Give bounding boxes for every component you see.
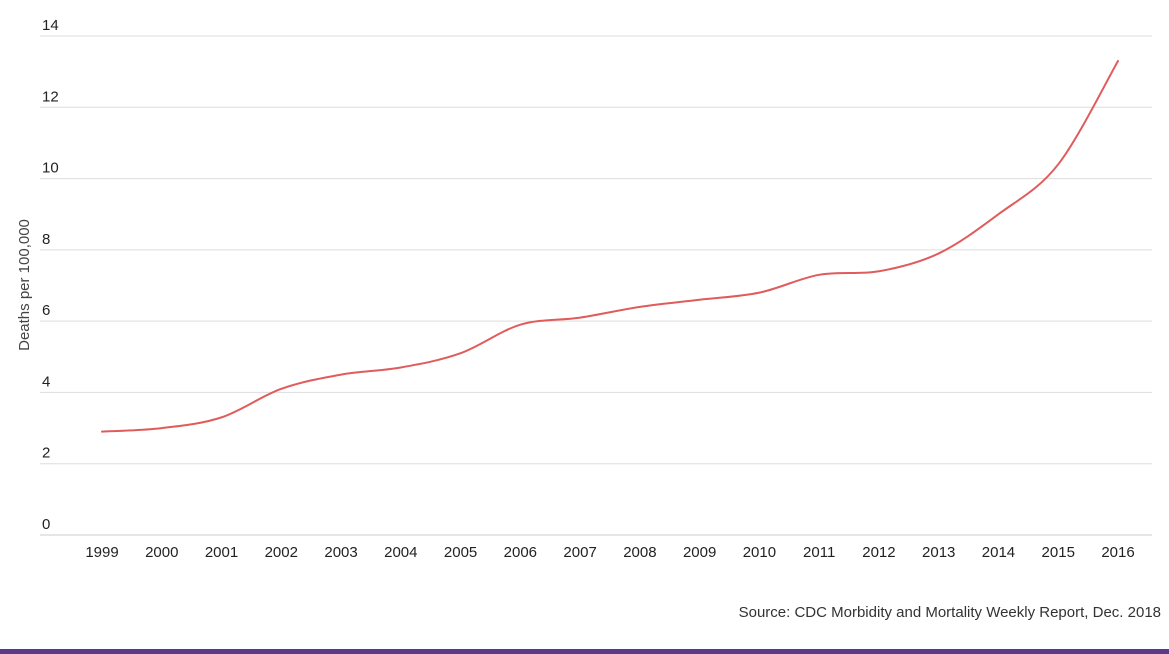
data-point [339, 373, 343, 377]
x-tick-label: 2003 [324, 544, 357, 561]
x-tick-label: 2004 [384, 544, 417, 561]
x-tick-label: 2001 [205, 544, 238, 561]
x-tick-label: 2015 [1042, 544, 1075, 561]
x-tick-label: 2014 [982, 544, 1015, 561]
series-lines [100, 59, 1120, 434]
data-point [817, 273, 821, 277]
x-tick-label: 2007 [563, 544, 596, 561]
data-point [1116, 59, 1120, 63]
y-tick-labels: 0 2 4 6 8 10 12 14 [42, 17, 59, 533]
x-tick-labels: 1999 2000 2001 2002 2003 2004 2005 2006 2007 2008… [85, 544, 1134, 561]
x-tick-label: 2016 [1101, 544, 1134, 561]
x-tick-label: 2009 [683, 544, 716, 561]
x-tick-label: 2012 [862, 544, 895, 561]
data-point [160, 426, 164, 430]
data-point [518, 323, 522, 327]
x-tick-label: 2013 [922, 544, 955, 561]
x-tick-label: 2005 [444, 544, 477, 561]
gridlines [40, 35, 1152, 536]
data-point [877, 269, 881, 273]
x-tick-label: 2008 [623, 544, 656, 561]
data-point [578, 316, 582, 320]
data-point [100, 430, 104, 434]
x-tick-label: 2000 [145, 544, 178, 561]
y-tick-label: 0 [42, 516, 50, 533]
data-point [996, 212, 1000, 216]
source-note: Source: CDC Morbidity and Mortality Week… [738, 604, 1161, 621]
x-tick-label: 1999 [85, 544, 118, 561]
bottom-accent-bar [0, 649, 1169, 654]
y-tick-label: 4 [42, 373, 50, 390]
x-tick-label: 2006 [504, 544, 537, 561]
y-tick-label: 14 [42, 17, 59, 34]
x-tick-label: 2010 [743, 544, 776, 561]
data-point [638, 305, 642, 309]
data-point [279, 387, 283, 391]
y-tick-label: 10 [42, 160, 59, 177]
data-point [698, 298, 702, 302]
data-point [399, 365, 403, 369]
series-line [101, 59, 1119, 433]
x-tick-label: 2002 [265, 544, 298, 561]
data-point [937, 251, 941, 255]
y-tick-label: 12 [42, 88, 59, 105]
data-point [1056, 162, 1060, 166]
y-tick-label: 6 [42, 302, 50, 319]
y-tick-label: 2 [42, 445, 50, 462]
data-point [459, 351, 463, 355]
data-point [757, 291, 761, 295]
x-tick-label: 2011 [803, 544, 835, 561]
y-axis-title: Deaths per 100,000 [16, 219, 33, 351]
y-tick-label: 8 [42, 231, 50, 248]
data-point [220, 415, 224, 419]
